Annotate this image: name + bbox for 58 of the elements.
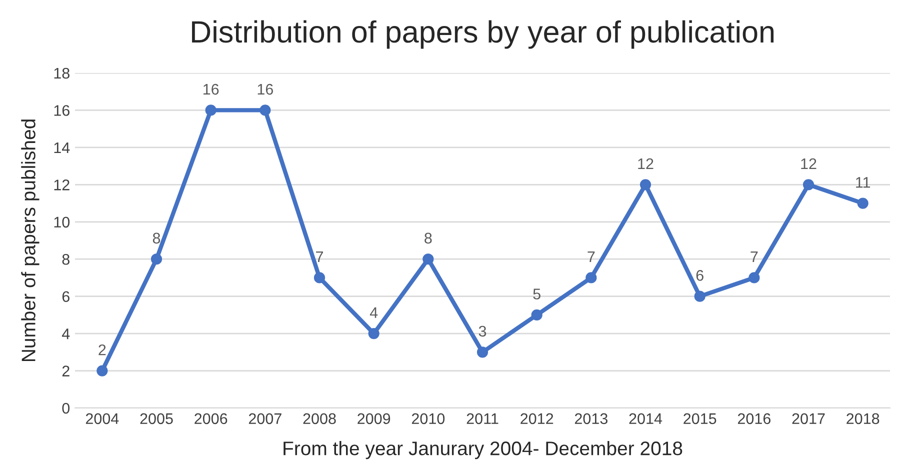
y-tick-label: 12 [54, 180, 70, 190]
point [422, 254, 434, 265]
data-label: 7 [588, 252, 595, 262]
x-tick-label: 2016 [738, 413, 770, 424]
x-tick-label: 2011 [466, 413, 498, 424]
point [205, 104, 216, 116]
x-tick-label: 2018 [846, 413, 880, 424]
data-label: 12 [638, 158, 654, 169]
x-tick-label: 2012 [520, 413, 554, 424]
x-axis-title: From the year Janurary 2004- December 2018 [284, 440, 682, 460]
x-tick-label: 2007 [248, 413, 282, 424]
data-label: 5 [533, 288, 540, 300]
y-tick-label: 16 [54, 105, 70, 116]
data-label: 2 [98, 344, 106, 356]
point [150, 254, 162, 265]
y-tick-label: 4 [62, 328, 70, 340]
data-label: 4 [370, 307, 378, 318]
x-tick-label: 2010 [412, 413, 445, 424]
point [640, 179, 652, 190]
data-label: 7 [750, 252, 758, 262]
data-label: 6 [696, 270, 704, 281]
x-tick-label: 2014 [629, 413, 662, 424]
data-label: 12 [801, 158, 816, 169]
x-tick-label: 2009 [358, 413, 390, 424]
y-axis-title: Number of papers published [21, 120, 40, 362]
data-label: 7 [316, 252, 323, 262]
data-label: 16 [258, 84, 273, 95]
point [857, 198, 868, 209]
data-label: 8 [152, 232, 160, 244]
x-tick-label: 2004 [86, 413, 119, 424]
x-tick-label: 2017 [792, 413, 825, 424]
data-label: 11 [856, 177, 870, 188]
point [531, 309, 542, 320]
point [586, 272, 597, 284]
x-tick-label: 2015 [684, 413, 716, 424]
x-tick-label: 2006 [194, 413, 228, 424]
point [96, 365, 108, 376]
y-tick-label: 6 [62, 291, 70, 302]
y-tick-label: 10 [54, 216, 70, 228]
x-tick-label: 2008 [303, 413, 336, 424]
y-tick-label: 14 [54, 142, 70, 153]
point [748, 272, 760, 284]
point [694, 290, 706, 302]
y-tick-label: 18 [54, 68, 70, 79]
x-tick-label: 2005 [140, 413, 173, 424]
y-tick-label: 2 [62, 366, 70, 376]
point [314, 272, 326, 284]
data-label: 8 [424, 232, 432, 244]
y-tick-label: 0 [62, 402, 70, 414]
x-tick-label: 2013 [574, 413, 608, 424]
y-tick-label: 8 [62, 254, 70, 265]
point [260, 104, 271, 116]
chart-title: Distribution of papers by year of publication [192, 20, 774, 49]
point [368, 328, 380, 340]
point [476, 346, 488, 358]
data-label: 3 [478, 326, 486, 337]
point [802, 179, 814, 190]
data-label: 16 [204, 84, 219, 95]
